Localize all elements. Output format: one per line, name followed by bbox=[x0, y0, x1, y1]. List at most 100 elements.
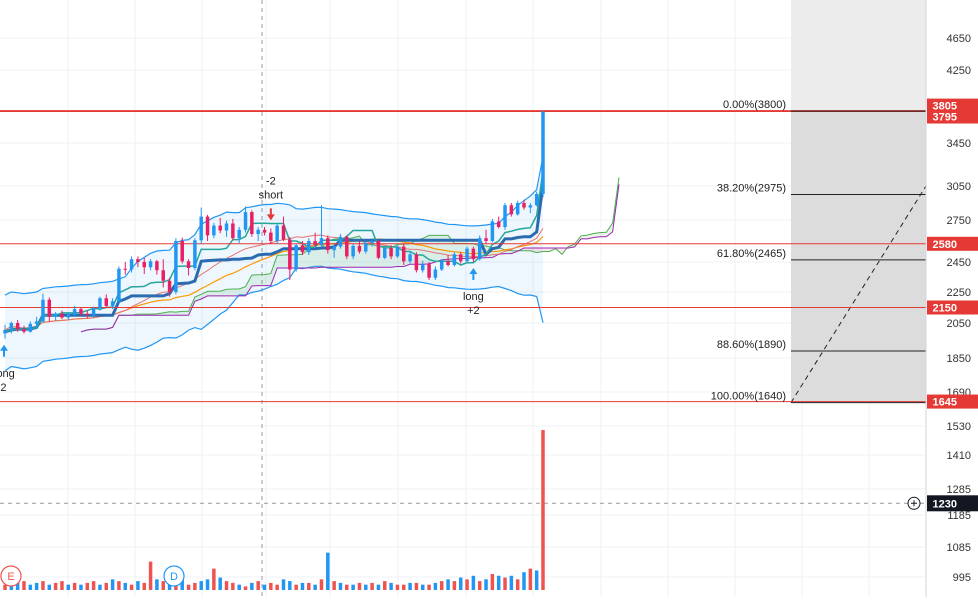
candle-body bbox=[300, 245, 305, 253]
candle-body bbox=[402, 246, 406, 262]
cloud-segment bbox=[530, 248, 537, 253]
volume-bar bbox=[364, 584, 368, 590]
span-a-line bbox=[80, 177, 620, 333]
candle-body bbox=[395, 246, 400, 257]
volume-bar bbox=[389, 582, 393, 590]
volume-bar bbox=[104, 582, 109, 590]
cloud-segment bbox=[543, 248, 550, 252]
volume-bar bbox=[515, 579, 520, 590]
volume-bar bbox=[433, 582, 438, 590]
candle-body bbox=[471, 248, 476, 260]
candle-body bbox=[15, 323, 20, 330]
volume-bar bbox=[490, 574, 495, 590]
y-tick-label: 2450 bbox=[947, 257, 971, 269]
fib-trend-line bbox=[790, 185, 927, 403]
signal-label: long bbox=[0, 368, 15, 380]
bollinger-upper bbox=[4, 156, 544, 296]
long-arrow-icon bbox=[0, 344, 8, 357]
cloud-segment bbox=[302, 249, 309, 268]
candle-body bbox=[534, 193, 539, 206]
candle-body bbox=[496, 221, 501, 227]
volume-bar bbox=[332, 581, 336, 590]
candle-body bbox=[53, 313, 58, 317]
candle-body bbox=[218, 225, 222, 231]
candle-body bbox=[34, 321, 39, 324]
fib-label: 38.20%(2975) bbox=[717, 183, 786, 195]
candle-body bbox=[452, 254, 457, 265]
cloud-segment bbox=[308, 249, 316, 268]
y-tick-label: 2750 bbox=[947, 215, 971, 227]
candle-body bbox=[307, 241, 311, 253]
volume-bar bbox=[446, 579, 450, 590]
volume-bar bbox=[66, 584, 71, 590]
candle-body bbox=[528, 205, 533, 208]
volume-bar bbox=[47, 584, 52, 590]
candle-body bbox=[515, 203, 520, 215]
volume-bar bbox=[142, 582, 146, 590]
candle-body bbox=[345, 236, 349, 257]
volume-bar bbox=[370, 582, 374, 590]
fib-label: 100.00%(1640) bbox=[711, 391, 786, 403]
candle-body bbox=[465, 248, 469, 262]
volume-bar bbox=[503, 577, 507, 590]
cloud-segment bbox=[270, 255, 278, 286]
volume-bar bbox=[186, 584, 191, 590]
volume-bar bbox=[256, 581, 260, 590]
y-tick-label: 1185 bbox=[947, 510, 971, 522]
volume-bar bbox=[262, 584, 267, 590]
y-tick-label: 4650 bbox=[947, 33, 971, 45]
y-tick-label: 995 bbox=[953, 572, 971, 584]
candle-body bbox=[28, 323, 33, 332]
volume-bar bbox=[243, 586, 248, 590]
fib-shade bbox=[790, 0, 927, 403]
volume-bar bbox=[193, 582, 197, 590]
volume-bar bbox=[180, 579, 184, 590]
candle-body bbox=[123, 268, 127, 270]
y-tick-label: 3450 bbox=[947, 138, 971, 150]
candle-body bbox=[313, 241, 317, 246]
signal-label: long bbox=[463, 291, 484, 303]
candle-body bbox=[351, 245, 355, 257]
cloud-segment bbox=[201, 291, 208, 299]
candle-body bbox=[269, 232, 273, 241]
volume-bar bbox=[452, 581, 457, 590]
base-line bbox=[4, 184, 545, 334]
candle-body bbox=[104, 298, 109, 306]
volume-bar bbox=[60, 581, 64, 590]
volume-bar bbox=[167, 582, 172, 590]
volume-bar bbox=[528, 568, 533, 590]
event-label: D bbox=[170, 571, 178, 583]
level-badge bbox=[927, 300, 978, 315]
volume-bar bbox=[300, 582, 305, 590]
cloud-segment bbox=[226, 289, 233, 296]
candle-body bbox=[433, 269, 438, 278]
candle-body bbox=[446, 261, 450, 265]
volume-bar bbox=[41, 581, 45, 590]
signal-label: short bbox=[259, 189, 283, 201]
volume-bar bbox=[338, 582, 343, 590]
volume-bar bbox=[148, 561, 153, 590]
cloud-segment bbox=[435, 235, 442, 262]
level-badge-label: 2580 bbox=[933, 239, 957, 251]
crosshair-badge-label: 1230 bbox=[933, 498, 957, 510]
long-arrow-icon bbox=[469, 268, 478, 280]
volume-bar bbox=[28, 584, 33, 590]
volume-bar bbox=[117, 581, 121, 590]
candle-body bbox=[509, 205, 514, 215]
y-tick-label: 1410 bbox=[947, 450, 971, 462]
candle-body bbox=[490, 221, 495, 241]
candle-body bbox=[3, 330, 7, 334]
candle-body bbox=[370, 241, 374, 244]
candle-body bbox=[439, 261, 444, 270]
candle-body bbox=[85, 313, 90, 316]
volume-bar bbox=[345, 584, 349, 590]
cloud-segment bbox=[524, 248, 531, 251]
fib-label: 0.00%(3800) bbox=[723, 99, 786, 111]
y-tick-label: 1285 bbox=[947, 484, 971, 496]
event-label: E bbox=[7, 571, 14, 583]
candle-body bbox=[41, 299, 45, 322]
candle-body bbox=[186, 261, 191, 268]
signal-label: +2 bbox=[467, 305, 480, 317]
